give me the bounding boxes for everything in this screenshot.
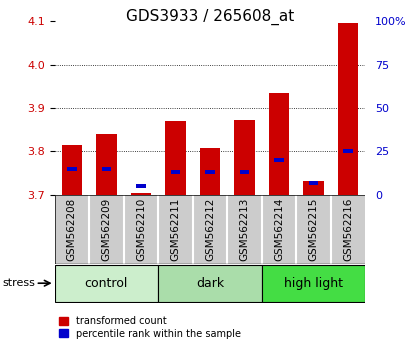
Bar (136, 184, 146, 188)
Bar (269, 93, 289, 195)
Bar (240, 170, 249, 174)
Bar (234, 120, 255, 195)
Bar (158, 264, 262, 302)
Bar (131, 193, 151, 195)
Text: GSM562208: GSM562208 (67, 198, 77, 261)
Text: high light: high light (284, 277, 343, 290)
Text: GSM562209: GSM562209 (101, 198, 111, 261)
Text: GSM562212: GSM562212 (205, 198, 215, 261)
Bar (262, 264, 365, 302)
Text: GSM562210: GSM562210 (136, 198, 146, 261)
Text: GSM562216: GSM562216 (343, 198, 353, 261)
Bar (55, 264, 158, 302)
Text: stress: stress (2, 278, 35, 288)
Text: dark: dark (196, 277, 224, 290)
Bar (338, 23, 359, 195)
Bar (171, 170, 180, 174)
Bar (205, 170, 215, 174)
Bar (102, 167, 111, 171)
Text: GSM562213: GSM562213 (239, 198, 249, 261)
Text: GSM562215: GSM562215 (309, 198, 319, 261)
Bar (200, 148, 221, 195)
Bar (61, 145, 82, 195)
Text: GSM562211: GSM562211 (171, 198, 181, 261)
Bar (96, 134, 117, 195)
Bar (303, 181, 324, 195)
Text: GSM562214: GSM562214 (274, 198, 284, 261)
Bar (165, 121, 186, 195)
Legend: transformed count, percentile rank within the sample: transformed count, percentile rank withi… (60, 316, 241, 339)
Bar (344, 149, 353, 153)
Bar (274, 158, 284, 162)
Text: GDS3933 / 265608_at: GDS3933 / 265608_at (126, 9, 294, 25)
Bar (67, 167, 76, 171)
Text: control: control (85, 277, 128, 290)
Bar (309, 181, 318, 184)
